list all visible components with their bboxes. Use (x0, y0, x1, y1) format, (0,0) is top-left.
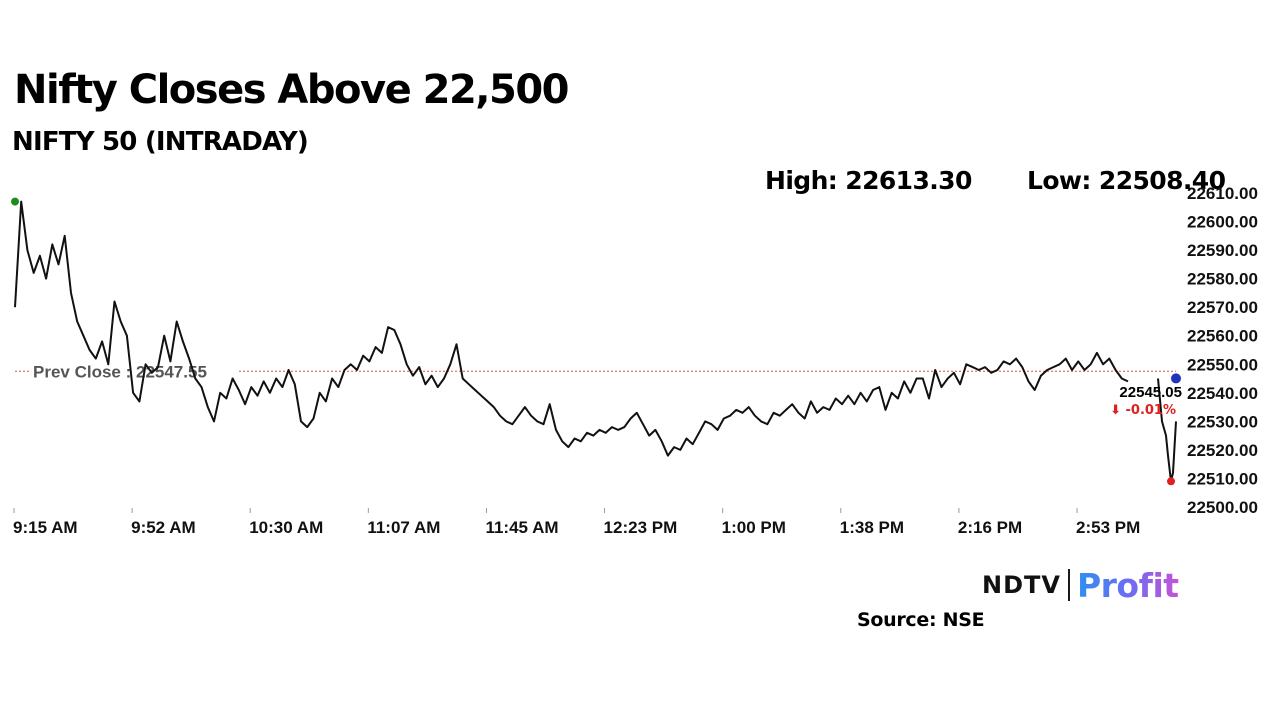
y-tick-label: 22570.00 (1187, 298, 1258, 317)
x-tick-label: 1:38 PM (840, 518, 904, 537)
y-tick-label: 22610.00 (1187, 184, 1258, 203)
x-tick-label: 11:45 AM (485, 518, 558, 537)
logo-ndtv-text: NDTV (982, 571, 1061, 599)
chart-title: Nifty Closes Above 22,500 (14, 67, 569, 113)
high-value: High: 22613.30 (765, 166, 972, 195)
chart-subtitle: NIFTY 50 (INTRADAY) (12, 127, 309, 157)
day-low-marker (1167, 477, 1175, 486)
x-tick-label: 2:53 PM (1076, 518, 1140, 537)
x-tick-label: 2:16 PM (958, 518, 1022, 537)
prev-close-group: Prev Close : 22547.55 (15, 361, 1176, 381)
y-tick-label: 22510.00 (1187, 469, 1258, 488)
y-tick-label: 22540.00 (1187, 384, 1258, 403)
ndtv-profit-logo: NDTV Profit (982, 563, 1179, 607)
day-high-marker (11, 197, 19, 206)
x-tick-label: 11:07 AM (367, 518, 440, 537)
markers-group: 22545.05 ⬇ -0.01% (11, 197, 1182, 486)
logo-separator (1067, 569, 1070, 601)
x-tick-label: 9:52 AM (131, 518, 196, 537)
y-tick-label: 22580.00 (1187, 270, 1258, 289)
last-price-marker (1171, 373, 1181, 384)
y-tick-label: 22600.00 (1187, 213, 1258, 232)
price-line (14, 200, 1129, 457)
x-tick-label: 10:30 AM (249, 518, 323, 537)
y-tick-label: 22590.00 (1187, 241, 1258, 260)
last-price-label: 22545.05 (1119, 384, 1182, 401)
logo-profit-text: Profit (1076, 565, 1179, 605)
source-label: Source: NSE (857, 609, 985, 631)
y-axis: 22500.00 22510.00 22520.00 22530.00 22540.00… (1187, 184, 1258, 517)
x-tick-label: 12:23 PM (604, 518, 678, 537)
y-tick-label: 22550.00 (1187, 355, 1258, 374)
y-tick-label: 22500.00 (1187, 498, 1258, 517)
y-tick-label: 22560.00 (1187, 327, 1258, 346)
x-tick-label: 1:00 PM (722, 518, 786, 537)
x-tick-label: 9:15 AM (13, 518, 78, 537)
prev-close-label: Prev Close : 22547.55 (33, 362, 207, 381)
closing-tail-line (1157, 378, 1177, 482)
y-tick-label: 22530.00 (1187, 412, 1258, 431)
y-tick-label: 22520.00 (1187, 441, 1258, 460)
low-value: Low: 22508.40 (1027, 166, 1226, 195)
x-axis: 9:15 AM 9:52 AM 10:30 AM 11:07 AM 11:45 AM 12… (13, 508, 1140, 537)
prev-close-label-bg (30, 361, 238, 381)
change-label: ⬇ -0.01% (1110, 403, 1176, 418)
price-series (14, 200, 1177, 482)
